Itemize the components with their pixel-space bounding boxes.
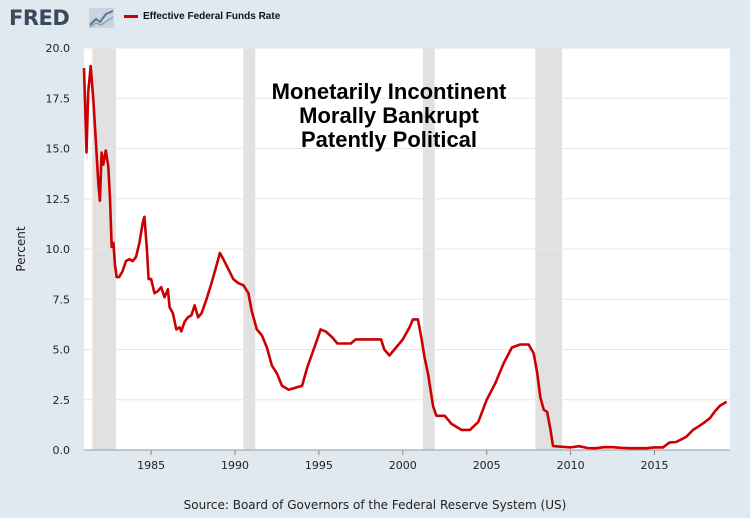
annotation-line: Morally Bankrupt xyxy=(299,103,479,128)
y-axis-ticks: 0.0 2.5 5.0 7.5 10.0 12.5 15.0 17.5 20.0 xyxy=(46,42,71,457)
x-tick-label: 2015 xyxy=(640,459,668,472)
x-tick-label: 1995 xyxy=(305,459,333,472)
fred-logo[interactable]: FRED xyxy=(9,6,70,30)
chart-header: FRED Effective Federal Funds Rate xyxy=(0,0,750,36)
series-line-effective-federal-funds-rate xyxy=(82,64,728,450)
y-tick-label: 20.0 xyxy=(46,42,71,55)
source-note: Source: Board of Governors of the Federa… xyxy=(183,498,567,512)
y-tick-label: 2.5 xyxy=(53,394,71,407)
y-tick-label: 15.0 xyxy=(46,143,71,156)
x-axis-ticks: 1985 1990 1995 2000 2005 2010 2015 xyxy=(84,449,730,472)
x-tick-label: 2000 xyxy=(389,459,417,472)
y-tick-label: 7.5 xyxy=(53,293,71,306)
x-tick-label: 1985 xyxy=(137,459,165,472)
legend-label: Effective Federal Funds Rate xyxy=(143,11,281,22)
y-tick-label: 10.0 xyxy=(46,243,71,256)
x-tick-label: 1990 xyxy=(221,459,249,472)
legend-swatch xyxy=(124,15,138,18)
y-tick-label: 5.0 xyxy=(53,344,71,357)
y-axis-label: Percent xyxy=(14,226,28,271)
x-tick-label: 2005 xyxy=(473,459,501,472)
chart-legend[interactable]: Effective Federal Funds Rate xyxy=(124,11,280,22)
y-tick-label: 17.5 xyxy=(46,92,71,105)
x-tick-label: 2010 xyxy=(557,459,585,472)
y-tick-label: 0.0 xyxy=(53,444,71,457)
chart-annotation: Monetarily Incontinent Morally Bankrupt … xyxy=(214,80,564,152)
annotation-line: Patently Political xyxy=(300,127,478,152)
annotation-line: Monetarily Incontinent xyxy=(271,79,507,104)
y-tick-label: 12.5 xyxy=(46,193,71,206)
line-chart-icon xyxy=(89,8,114,28)
